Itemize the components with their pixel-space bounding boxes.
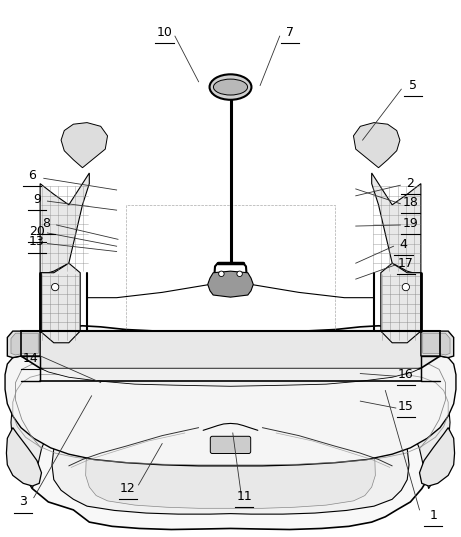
Polygon shape	[421, 331, 454, 358]
Text: 9: 9	[33, 193, 41, 206]
Polygon shape	[61, 122, 107, 168]
Text: 20: 20	[29, 225, 45, 238]
Polygon shape	[40, 368, 421, 386]
Polygon shape	[13, 326, 447, 529]
Polygon shape	[420, 427, 455, 486]
Polygon shape	[354, 122, 400, 168]
Text: 4: 4	[400, 238, 408, 251]
Text: 3: 3	[19, 496, 27, 509]
Text: 14: 14	[22, 352, 38, 365]
Polygon shape	[11, 372, 62, 489]
Text: 1: 1	[429, 509, 437, 522]
Polygon shape	[40, 263, 80, 343]
Polygon shape	[40, 173, 89, 273]
FancyBboxPatch shape	[210, 436, 251, 454]
Polygon shape	[423, 333, 450, 355]
Text: 8: 8	[42, 217, 50, 230]
Polygon shape	[86, 407, 375, 509]
Polygon shape	[381, 263, 421, 343]
Text: 11: 11	[236, 490, 252, 503]
Text: 5: 5	[409, 79, 417, 92]
Polygon shape	[6, 427, 41, 486]
Text: 19: 19	[402, 217, 418, 230]
Circle shape	[237, 271, 242, 277]
Text: 2: 2	[407, 177, 414, 190]
Text: 10: 10	[157, 26, 172, 39]
Text: 16: 16	[398, 368, 414, 381]
Polygon shape	[208, 271, 253, 297]
Polygon shape	[5, 356, 456, 466]
Circle shape	[402, 284, 409, 291]
Polygon shape	[372, 173, 421, 273]
Text: 18: 18	[402, 195, 418, 209]
Text: 17: 17	[398, 257, 414, 270]
Polygon shape	[7, 331, 40, 358]
Text: 13: 13	[29, 235, 45, 249]
Polygon shape	[21, 331, 440, 381]
Polygon shape	[11, 333, 38, 355]
Circle shape	[52, 284, 59, 291]
Ellipse shape	[213, 79, 248, 95]
Text: 7: 7	[286, 26, 294, 39]
Polygon shape	[52, 404, 409, 514]
Text: 12: 12	[120, 482, 136, 495]
Text: 15: 15	[398, 400, 414, 413]
Polygon shape	[399, 372, 450, 489]
Circle shape	[219, 271, 224, 277]
Ellipse shape	[210, 74, 251, 100]
Text: 6: 6	[29, 169, 36, 182]
